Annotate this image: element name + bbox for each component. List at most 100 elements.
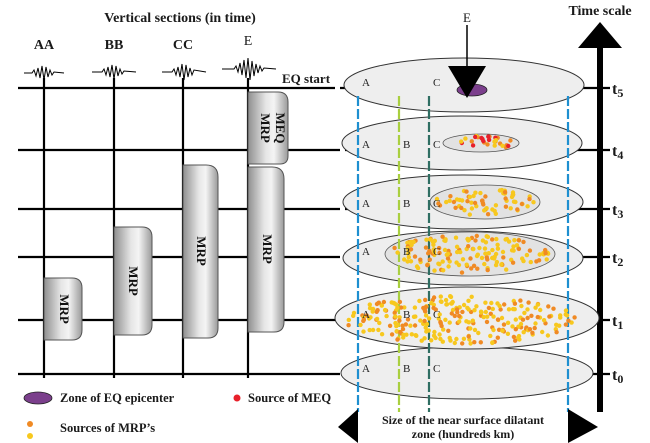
mrp-dot: [525, 204, 530, 209]
mrp-dot: [472, 340, 477, 345]
mrp-dot: [547, 314, 552, 319]
mrp-dot: [491, 314, 496, 319]
mrp-dot: [516, 333, 522, 339]
mrp-dot: [382, 307, 388, 313]
mrp-dot: [358, 322, 363, 328]
mrp-dot: [465, 199, 470, 204]
mrp-dot: [477, 245, 482, 251]
mrp-dot: [490, 306, 495, 312]
mrp-dot: [471, 246, 476, 252]
legend-meq-swatch: [233, 394, 241, 402]
mrp-dot: [423, 297, 428, 303]
mrp-dot: [530, 330, 535, 335]
mrp-dot: [392, 310, 397, 315]
mrp-dot: [496, 327, 502, 332]
mrp-dot: [422, 318, 427, 324]
mrp-dot: [483, 251, 488, 256]
mrp-dot: [485, 142, 490, 147]
mrp-dot: [400, 326, 406, 332]
mrp-dot: [475, 266, 480, 271]
mrp-dot: [422, 307, 427, 313]
mrp-dot: [526, 300, 531, 305]
mrp-dot: [457, 197, 462, 203]
mrp-dot: [436, 245, 442, 251]
mrp-dot: [479, 198, 485, 203]
mrp-dot: [466, 238, 471, 243]
mrp-dot: [346, 317, 351, 323]
meq-label: MEQ: [273, 112, 288, 143]
mrp-dot: [466, 298, 471, 303]
mrp-dot: [459, 270, 465, 275]
mrp-dot: [479, 255, 485, 261]
mrp-dot: [513, 317, 518, 322]
mrp-dot: [471, 263, 477, 268]
mrp-dot: [393, 314, 398, 319]
mrp-dot: [486, 305, 492, 311]
mrp-dot: [488, 333, 493, 339]
mrp-dot: [431, 249, 437, 255]
mrp-dot: [446, 328, 451, 333]
ellipse-label-a: A: [362, 246, 370, 258]
mrp-dot: [500, 249, 506, 255]
mrp-dot: [427, 248, 432, 254]
ellipse-label-b: B: [403, 309, 410, 321]
mrp-dot: [497, 303, 502, 309]
mrp-dot: [513, 199, 518, 205]
mrp-dot: [384, 313, 389, 319]
mrp-dot: [503, 196, 508, 201]
dilatant-size-arrow: [338, 409, 598, 443]
mrp-dot: [520, 317, 526, 322]
mrp-dot: [482, 246, 488, 251]
mrp-dot: [472, 200, 478, 206]
mrp-dot: [361, 317, 367, 322]
mrp-dot: [506, 143, 511, 149]
mrp-dot: [432, 268, 437, 273]
mrp-dot: [422, 336, 427, 341]
mrp-dot: [518, 298, 523, 303]
mrp-label-e: MRP: [260, 234, 275, 264]
mrp-dot: [418, 318, 423, 323]
time-label-t0: t0: [612, 367, 623, 386]
mrp-dot: [476, 330, 481, 336]
mrp-dot: [427, 257, 432, 262]
mrp-dot: [516, 238, 522, 243]
mrp-dot: [467, 212, 472, 217]
mrp-dot: [408, 259, 414, 264]
mrp-dot: [486, 137, 492, 143]
mrp-dot: [402, 305, 407, 310]
mrp-dot: [494, 236, 499, 242]
mrp-box-e: MRP: [247, 166, 285, 333]
mrp-dot: [394, 329, 399, 334]
mrp-dot: [398, 305, 404, 310]
mrp-dot: [469, 200, 474, 205]
mrp-dot: [439, 323, 444, 329]
ellipse-line-labels: A C A B C A B C A B C A B C A B C: [362, 77, 440, 375]
mrp-dot: [375, 308, 380, 313]
epicenter-label: E: [463, 10, 471, 25]
mrp-dot: [483, 240, 489, 245]
mrp-dot: [400, 323, 405, 328]
mrp-dot: [463, 136, 468, 141]
mrp-dot: [389, 332, 395, 337]
mrp-dot: [495, 317, 501, 322]
mrp-dot: [475, 252, 480, 257]
mrp-dot: [440, 339, 445, 344]
ellipse-label-b: B: [403, 198, 410, 210]
mrp-dot: [481, 314, 486, 320]
mrp-dot: [376, 300, 381, 305]
epicenter-arrow: [448, 25, 486, 98]
mrp-dot: [466, 334, 471, 339]
mrp-dot: [440, 259, 445, 264]
mrp-dot: [485, 212, 491, 217]
mrp-dot: [495, 335, 500, 340]
mrp-dot: [397, 299, 403, 305]
mrp-dot: [506, 239, 512, 244]
time-label-t4: t4: [612, 143, 623, 162]
mrp-dot: [454, 260, 459, 265]
mrp-dot: [457, 319, 462, 324]
mrp-dot: [495, 246, 501, 251]
mrp-dot: [448, 338, 453, 343]
mrp-dot: [454, 244, 460, 249]
mrp-dot: [531, 200, 536, 205]
mrp-dot: [408, 247, 414, 252]
